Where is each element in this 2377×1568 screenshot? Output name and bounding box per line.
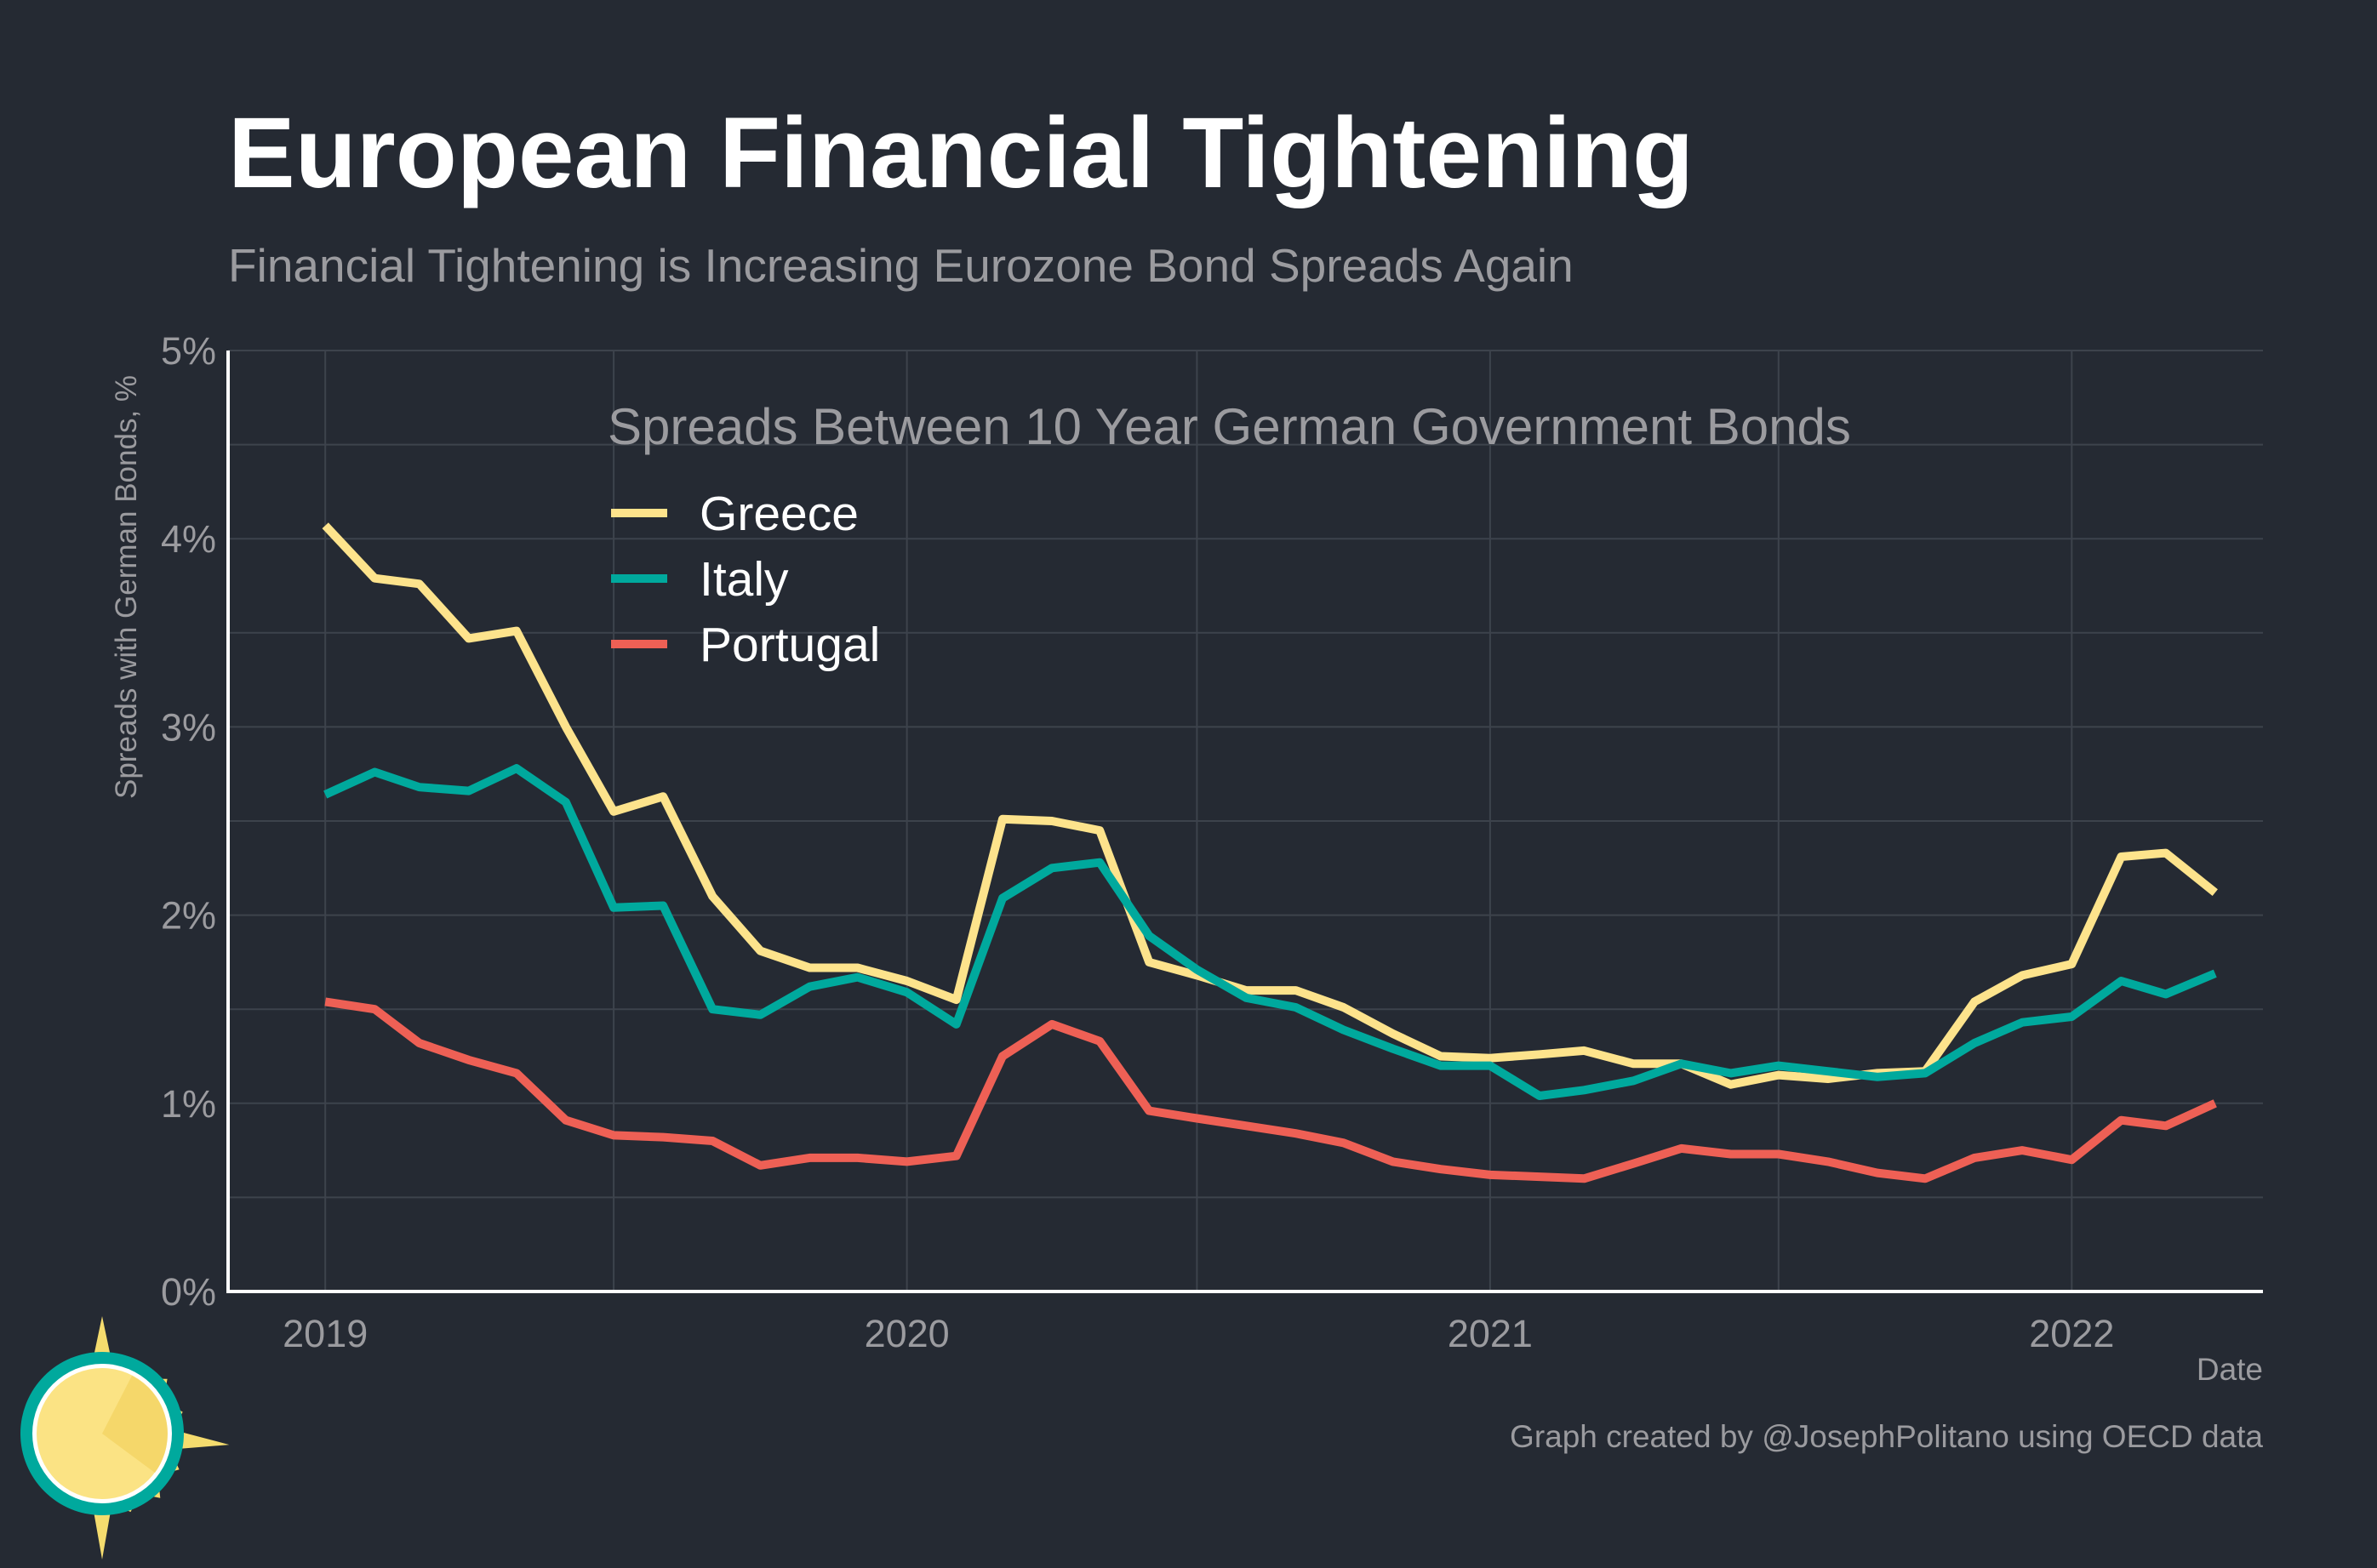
y-tick-labels: 0% 1% 2% 3% 4% 5%: [161, 329, 216, 1314]
x-tick-label: 2021: [1448, 1312, 1533, 1355]
sun-logo-icon: [20, 1316, 230, 1559]
chart-subtitle: Financial Tightening is Increasing Euroz…: [228, 239, 1574, 292]
x-tick-label: 2022: [2029, 1312, 2114, 1355]
series-line-italy: [323, 764, 2217, 1100]
y-tick-label: 5%: [161, 329, 216, 373]
x-tick-label: 2019: [283, 1312, 368, 1355]
y-tick-label: 0%: [161, 1270, 216, 1314]
series-line-portugal: [324, 997, 2217, 1183]
y-tick-label: 2%: [161, 894, 216, 938]
grid-lines: [228, 350, 2263, 1292]
legend-title: Spreads Between 10 Year German Governmen…: [608, 398, 1851, 455]
x-tick-labels: 2019 2020 2021 2022: [283, 1312, 2114, 1355]
y-tick-label: 4%: [161, 517, 216, 561]
series-lines: [322, 522, 2218, 1183]
x-axis-label: Date: [2197, 1352, 2263, 1387]
legend-label: Portugal: [700, 618, 880, 672]
y-axis-label: Spreads with German Bonds, %: [110, 375, 143, 799]
y-tick-label: 3%: [161, 705, 216, 749]
legend-label: Greece: [700, 487, 859, 541]
y-tick-label: 1%: [161, 1082, 216, 1126]
chart-title: European Financial Tightening: [228, 97, 1694, 209]
caption: Graph created by @JosephPolitano using O…: [1510, 1419, 2263, 1454]
x-tick-label: 2020: [865, 1312, 950, 1355]
legend-label: Italy: [700, 552, 789, 607]
legend: Greece Italy Portugal: [611, 487, 880, 672]
